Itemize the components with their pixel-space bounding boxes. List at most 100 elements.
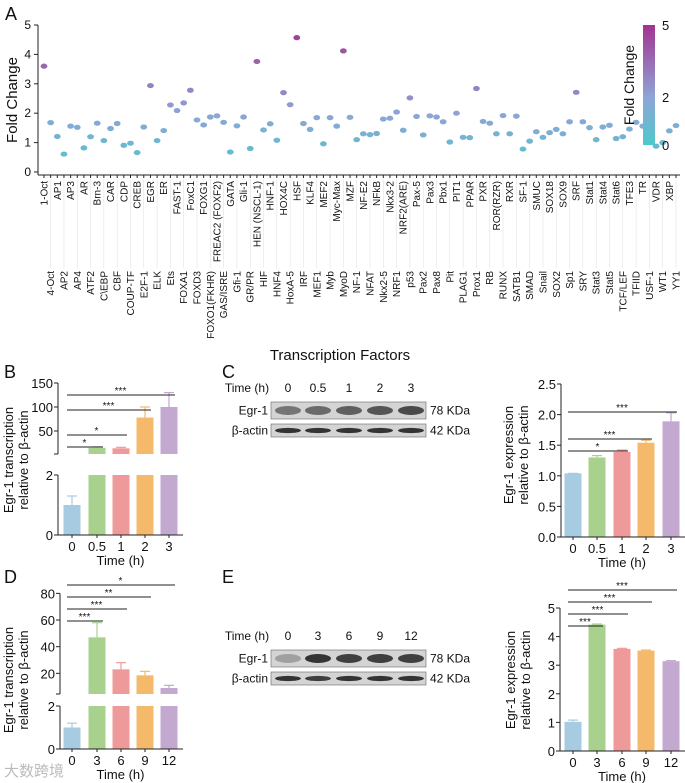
y-tick-label: 1.5 (538, 438, 556, 453)
data-point (127, 140, 134, 146)
y-tick-label: 5 (548, 601, 555, 616)
protein-band (305, 406, 331, 415)
protein-band (305, 654, 331, 663)
x-tick-label: NFkB (372, 181, 383, 206)
significance-stars: *** (592, 605, 604, 616)
molecular-weight: 78 KDa (430, 404, 470, 418)
row-label: β-actin (232, 672, 268, 686)
x-tick-label: GAS/ISRE (219, 271, 230, 319)
bar (613, 451, 631, 537)
data-point (346, 114, 354, 120)
x-tick-label: 12 (162, 753, 176, 768)
data-point (359, 131, 367, 137)
significance-stars: *** (115, 386, 127, 397)
protein-band (275, 406, 301, 415)
y-tick-label: 4 (548, 630, 555, 645)
data-point (539, 134, 547, 140)
protein-band (336, 427, 362, 434)
y-tick-label: 1.0 (538, 469, 556, 484)
y-tick-label: 2.5 (538, 377, 556, 392)
significance-stars: * (596, 442, 600, 453)
x-tick-label: SMAD (525, 271, 536, 300)
protein-band (275, 427, 301, 434)
y-tick-label: 40 (41, 640, 55, 655)
x-tick-label: 0 (569, 755, 576, 770)
x-tick-label: HNF4 (272, 271, 283, 298)
data-point (579, 119, 587, 125)
x-tick-label: KLF4 (306, 181, 317, 205)
data-point (60, 151, 68, 157)
protein-band (336, 675, 362, 682)
bar (613, 648, 631, 751)
data-point (426, 113, 434, 119)
data-point (280, 90, 287, 96)
x-tick-label: CAR (106, 181, 117, 202)
protein-band (398, 654, 424, 663)
data-point (506, 131, 514, 137)
x-tick-label: ER (159, 181, 170, 195)
data-point (413, 113, 420, 120)
x-tick-label: AP2 (59, 271, 70, 290)
x-tick-label: Nkx2-5 (379, 271, 390, 303)
data-point (213, 113, 221, 119)
x-tick-label: SMUC (532, 181, 543, 210)
x-tick-label: Pax3 (425, 181, 436, 204)
y-axis-label: Fold Change (4, 57, 21, 143)
y-tick-label: 5 (24, 18, 31, 32)
x-tick-label: 0.5 (588, 541, 606, 556)
data-point (512, 113, 520, 119)
protein-band (398, 406, 424, 415)
x-tick-label: AR (79, 181, 90, 195)
x-tick-label: CDP (119, 181, 130, 202)
data-point (300, 120, 307, 127)
data-point (73, 124, 81, 130)
bar-upper (112, 448, 130, 454)
data-point (339, 48, 347, 54)
data-point (566, 119, 573, 125)
y-tick-label: 3 (24, 77, 31, 91)
significance-stars: * (119, 576, 123, 587)
data-point (173, 107, 181, 114)
data-point (313, 115, 321, 121)
colorbar-tick-label: 2 (662, 90, 669, 105)
x-tick-label: FREAC2 (FOXF2) (212, 181, 223, 262)
x-tick-label: COUP-TF (126, 271, 137, 315)
x-tick-label: TFIID (632, 271, 643, 296)
lane-label: 0.5 (310, 381, 327, 395)
bar-upper (88, 447, 106, 454)
x-tick-label: p53 (405, 271, 416, 288)
bar-lower (88, 475, 106, 535)
y-tick-label: 0 (48, 742, 55, 757)
protein-band (336, 406, 362, 415)
molecular-weight: 78 KDa (430, 652, 470, 666)
bar-lower (136, 475, 154, 535)
data-point (499, 112, 507, 119)
x-tick-label: NF-E2 (359, 181, 370, 210)
x-tick-label: Myc-Max (332, 181, 343, 222)
data-point (439, 119, 447, 125)
bar-upper (160, 407, 178, 454)
significance-stars: * (95, 426, 99, 437)
data-point (320, 141, 327, 147)
x-tick-label: 0 (569, 541, 576, 556)
x-tick-label: HoxA-5 (286, 271, 297, 305)
data-point (672, 122, 680, 129)
significance-stars: *** (616, 403, 628, 414)
bar (564, 721, 582, 751)
bar (564, 473, 582, 537)
data-point (592, 137, 600, 143)
panel-label-B: B (4, 362, 16, 382)
bar-upper (88, 637, 106, 694)
bar-lower (63, 505, 81, 535)
x-tick-label: 2 (642, 541, 649, 556)
data-point (240, 114, 247, 120)
bar (588, 624, 606, 751)
y-tick-label: 0.5 (538, 499, 556, 514)
y-tick-label: 150 (31, 376, 53, 391)
data-point (586, 125, 593, 131)
x-tick-label: 3 (93, 753, 100, 768)
bar (662, 421, 680, 537)
data-point (133, 149, 141, 156)
data-point (366, 132, 374, 138)
data-point (273, 137, 281, 143)
